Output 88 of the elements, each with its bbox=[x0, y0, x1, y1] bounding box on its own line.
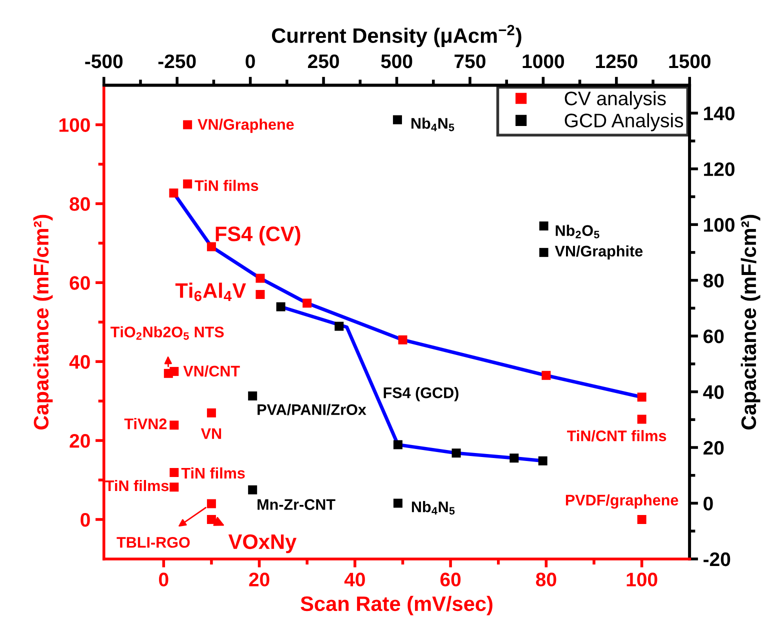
x2-tick-label: 1000 bbox=[522, 54, 564, 68]
point bbox=[170, 468, 179, 477]
y-tick-label: 40 bbox=[69, 355, 90, 369]
x2-tick-label: 1250 bbox=[596, 54, 638, 68]
y2-tick-label: 0 bbox=[704, 496, 713, 510]
y2-tick-label: 80 bbox=[703, 274, 724, 288]
annotation: VN/CNT bbox=[183, 365, 240, 377]
y2-tick-label: 40 bbox=[703, 385, 724, 399]
annotation: Mn-Zr-CNT bbox=[258, 499, 336, 510]
x2-tick-label: 750 bbox=[454, 54, 486, 68]
annotation: FS4 (CV) bbox=[216, 226, 300, 246]
y-tick-label: 20 bbox=[70, 434, 90, 448]
y2-tick-label: 100 bbox=[704, 218, 734, 232]
point bbox=[539, 248, 548, 257]
y-tick-label: 60 bbox=[70, 276, 90, 290]
annotation: FS4 (GCD) bbox=[384, 386, 458, 402]
point bbox=[206, 242, 216, 252]
point bbox=[170, 482, 179, 492]
y2-tick-label: 20 bbox=[703, 440, 724, 455]
x-tick-label: 20 bbox=[249, 572, 270, 586]
annotation: TiN films bbox=[181, 467, 245, 479]
point bbox=[452, 448, 461, 458]
annotation: TiN films bbox=[105, 480, 169, 492]
point bbox=[538, 456, 548, 466]
point bbox=[539, 221, 548, 230]
point bbox=[276, 302, 286, 312]
point bbox=[637, 392, 646, 402]
legend-label: GCD Analysis bbox=[564, 113, 684, 132]
x-axis-title: Scan Rate (mV/sec) bbox=[300, 596, 492, 616]
point bbox=[334, 322, 344, 331]
point bbox=[302, 298, 312, 308]
annotation: Nb$_{2}$O$_{5}$ bbox=[556, 224, 600, 238]
x-tick-label: 100 bbox=[626, 572, 658, 586]
x-tick-label: 0 bbox=[159, 572, 168, 586]
annotation: TBLI-RGO bbox=[116, 536, 190, 548]
y-tick-label: 80 bbox=[70, 197, 90, 211]
y2-tick-label: 60 bbox=[704, 330, 724, 344]
point bbox=[398, 335, 408, 344]
point bbox=[393, 440, 402, 450]
point bbox=[248, 391, 258, 400]
point bbox=[183, 120, 192, 130]
annotation: TiVN2 bbox=[124, 418, 167, 430]
annotation: TiO$_{2}$Nb2O$_{5}$ NTS bbox=[110, 326, 224, 340]
x2-tick-label: 1500 bbox=[669, 54, 710, 68]
x-tick-label: 40 bbox=[344, 572, 365, 586]
point bbox=[206, 514, 216, 524]
annotation: VN/Graphene bbox=[198, 118, 294, 133]
annotation: VN/Graphite bbox=[554, 245, 643, 260]
annotation: TiN films bbox=[194, 180, 258, 192]
x2-axis-title: Current Density (μAcm$^{−2}$) bbox=[272, 24, 522, 48]
y2-tick-label: 140 bbox=[704, 106, 734, 120]
point bbox=[637, 414, 646, 424]
x-tick-label: 60 bbox=[440, 572, 461, 586]
point bbox=[393, 498, 402, 508]
x2-tick-label: 500 bbox=[381, 54, 412, 68]
y2-axis-title: Capacitance (mF/cm²) bbox=[740, 214, 760, 430]
y-tick-label: 100 bbox=[59, 118, 90, 132]
point bbox=[183, 179, 192, 188]
point bbox=[248, 485, 258, 494]
point bbox=[256, 290, 265, 299]
annotation: Ti$_{6}$Al$_{4}$V bbox=[175, 282, 246, 302]
y2-tick-label: -20 bbox=[704, 552, 730, 566]
point bbox=[206, 499, 216, 508]
point bbox=[169, 188, 178, 198]
point bbox=[510, 454, 519, 463]
x2-tick-label: 250 bbox=[308, 54, 339, 68]
annotation: VN bbox=[200, 428, 222, 439]
point bbox=[392, 115, 402, 124]
annotation: PVA/PANI/ZrOx bbox=[258, 404, 366, 416]
point bbox=[542, 370, 551, 380]
y-tick-label: 0 bbox=[80, 512, 90, 527]
annotation: PVDF/graphene bbox=[566, 494, 678, 509]
y2-tick-label: 120 bbox=[704, 162, 734, 176]
annotation: Nb$_{4}$N$_{5}$ bbox=[412, 501, 455, 515]
annotation: VOxNy bbox=[228, 534, 297, 554]
annotation: TiN/CNT films bbox=[567, 430, 666, 442]
point bbox=[637, 514, 646, 524]
point bbox=[170, 420, 179, 430]
annotation: Nb$_{4}$N$_{5}$ bbox=[411, 118, 454, 132]
y-axis-title: Capacitance (mF/cm²) bbox=[33, 214, 53, 430]
point bbox=[256, 274, 265, 283]
point bbox=[170, 366, 179, 376]
x2-tick-label: -250 bbox=[158, 54, 196, 68]
x-tick-label: 80 bbox=[536, 572, 556, 586]
x2-tick-label: 0 bbox=[246, 54, 255, 68]
x2-tick-label: -500 bbox=[85, 54, 123, 68]
legend-label: CV analysis bbox=[564, 91, 666, 110]
point bbox=[206, 408, 216, 418]
